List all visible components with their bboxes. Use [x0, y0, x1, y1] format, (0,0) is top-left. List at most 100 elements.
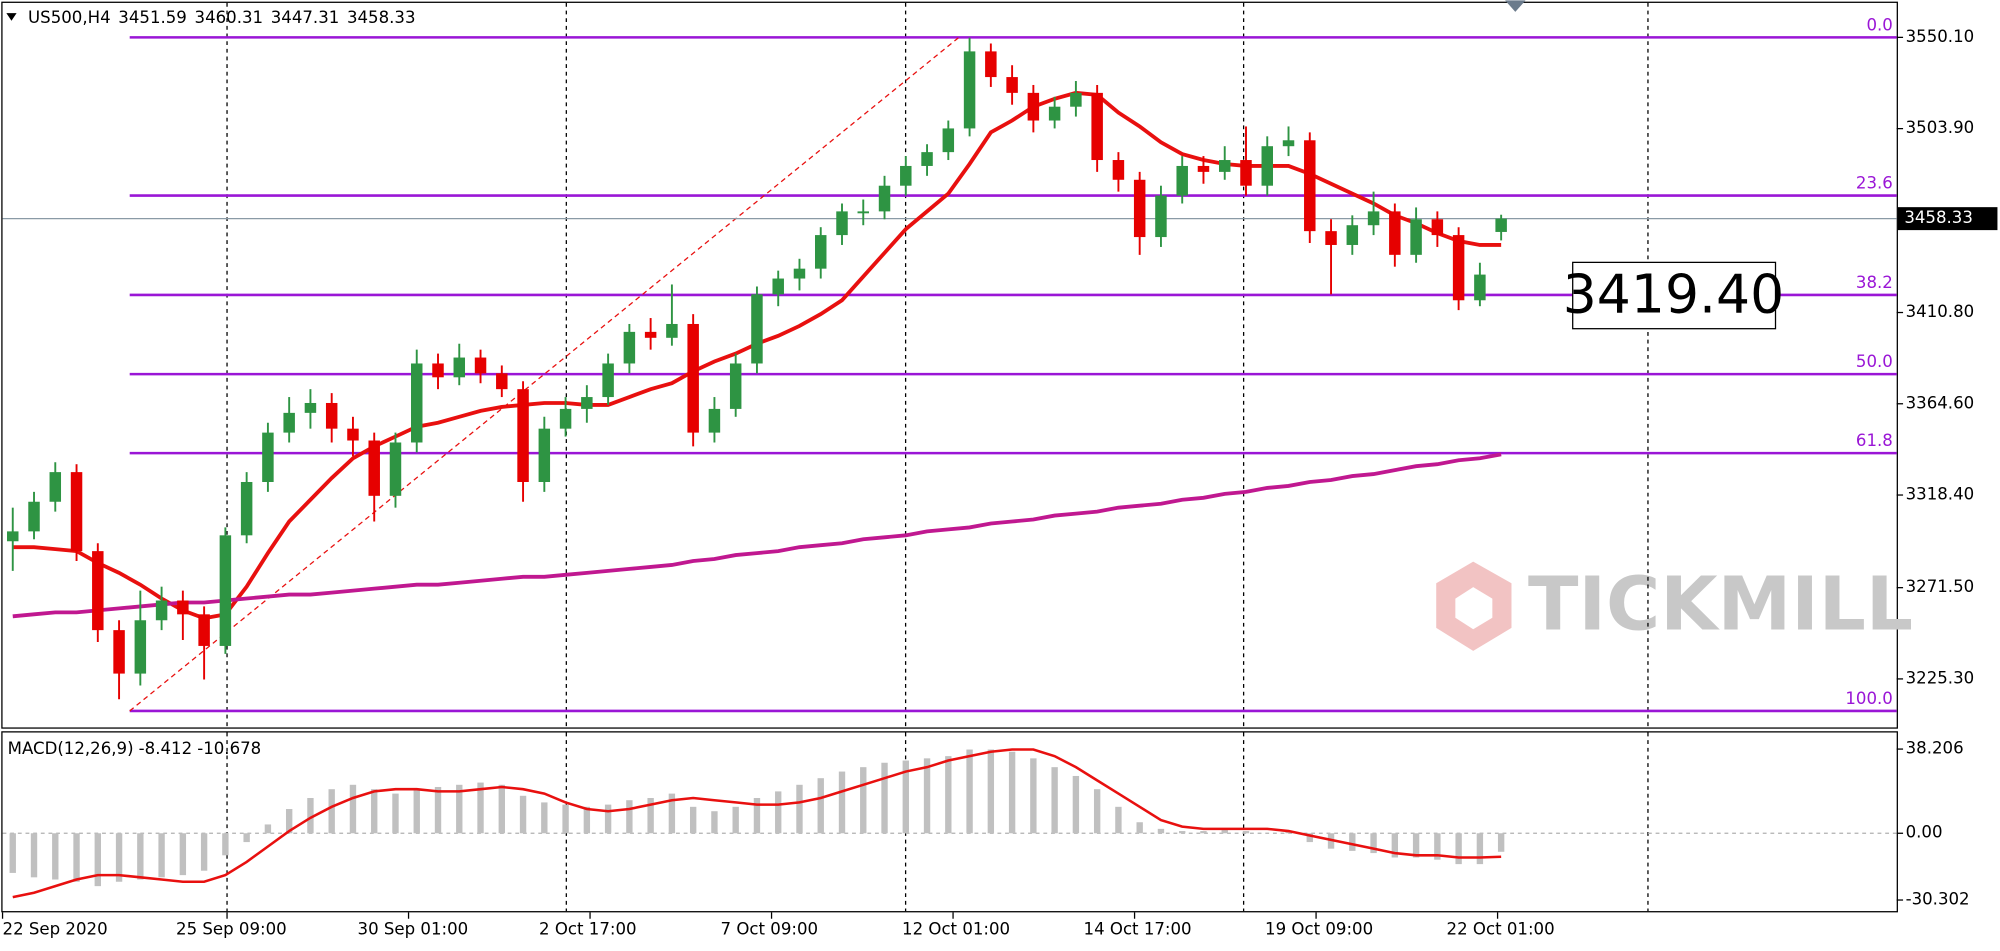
ohlc-value: 3460.31: [195, 8, 264, 27]
macd-bar: [434, 786, 442, 834]
macd-bar: [1200, 831, 1207, 834]
macd-signal: [12, 748, 1502, 899]
macd-bar: [881, 762, 888, 834]
fib-label: 50.0: [1856, 352, 1893, 371]
x-tick-label: 7 Oct 09:00: [721, 920, 819, 939]
macd-bar: [1242, 831, 1250, 834]
candle-body: [432, 363, 444, 378]
macd-title: MACD(12,26,9): [8, 739, 134, 758]
candle-body: [1346, 225, 1359, 245]
macd-bar: [413, 789, 420, 834]
candle-body: [708, 408, 721, 433]
watermark-logo-inner: [1455, 587, 1493, 630]
macd-bar: [30, 833, 38, 878]
y-tick-label: 3225.30: [1906, 668, 1975, 687]
fib-label: 61.8: [1856, 431, 1893, 450]
candle-body: [1006, 77, 1018, 93]
macd-bar: [94, 833, 101, 887]
candle-body: [496, 373, 508, 390]
candle-body: [474, 357, 487, 374]
macd-bar: [1455, 833, 1462, 865]
macd-bar: [1030, 758, 1037, 834]
candle-body: [751, 294, 763, 364]
candle-body: [453, 357, 466, 378]
candle-body: [815, 235, 827, 269]
macd-bar: [1072, 775, 1080, 834]
annotation-box: [1572, 261, 1777, 330]
macd-bar: [668, 793, 676, 834]
macd-bar: [541, 802, 548, 834]
macd-bar: [753, 798, 761, 834]
candle-body: [347, 428, 359, 441]
candle-body: [985, 51, 997, 78]
candle-body: [1452, 235, 1465, 301]
candle-body: [1070, 92, 1082, 107]
macd-bar: [179, 833, 187, 876]
candle-body: [49, 472, 62, 502]
macd-bar: [1412, 833, 1420, 858]
candle-body: [1218, 160, 1231, 172]
macd-bar: [647, 798, 654, 834]
candle-body: [1155, 195, 1167, 238]
macd-bar: [328, 789, 335, 834]
moving-average: [12, 452, 1502, 619]
x-tick-label: 25 Sep 09:00: [176, 920, 287, 939]
macd-bar: [519, 795, 527, 834]
candle-body: [1133, 179, 1146, 238]
candle-body: [1431, 219, 1444, 236]
candle-body: [262, 432, 274, 482]
candle-body: [729, 363, 742, 409]
y2-tick-label: -30.302: [1906, 890, 1970, 909]
macd-bar: [1434, 833, 1441, 860]
candle-body: [177, 600, 189, 615]
macd-bar: [498, 784, 505, 834]
candle-body: [1112, 160, 1125, 180]
macd-bar: [1179, 831, 1186, 834]
candle-body: [1261, 146, 1273, 186]
candle-body: [1048, 106, 1061, 121]
macd-bar: [817, 778, 824, 834]
macd-frame: [1, 731, 1898, 913]
candle-body: [1367, 211, 1380, 226]
macd-bar: [1008, 751, 1016, 834]
candle-body: [219, 535, 232, 646]
macd-bar: [1476, 833, 1484, 865]
candle-body: [198, 614, 210, 646]
macd-bar: [689, 806, 697, 834]
macd-bar: [477, 782, 484, 834]
candle-body: [113, 630, 125, 674]
x-tick-label: 19 Oct 09:00: [1265, 920, 1373, 939]
macd-bar: [1391, 833, 1399, 858]
candle-body: [1176, 165, 1188, 196]
ohlc-value: 3451.59: [118, 8, 187, 27]
macd-bar: [9, 833, 16, 873]
macd-bar: [307, 798, 314, 834]
macd-bar: [604, 804, 612, 834]
macd-bar: [838, 771, 846, 834]
ohlc-value: 3458.33: [347, 8, 416, 27]
main-frame: [1, 1, 1898, 729]
macd-bar: [1306, 833, 1313, 843]
y-tick-label: 3318.40: [1906, 485, 1975, 504]
fib-label: 100.0: [1845, 689, 1892, 708]
macd-value: -8.412: [139, 739, 192, 758]
candle-body: [134, 620, 147, 674]
candle-body: [155, 600, 168, 621]
price-box: [1897, 207, 1998, 231]
annotation-label: 3419.40: [1563, 263, 1785, 326]
x-tick-label: 30 Sep 01:00: [358, 920, 469, 939]
macd-bar: [137, 833, 144, 880]
candle-body: [623, 331, 636, 364]
watermark-text: TICKMILL: [1528, 561, 1913, 647]
macd-bar: [987, 749, 995, 834]
macd-bar: [583, 806, 591, 834]
candle-body: [28, 501, 40, 532]
macd-bar: [243, 833, 250, 843]
macd-bar: [902, 760, 909, 834]
candle-body: [1304, 140, 1316, 232]
candle-body: [963, 51, 976, 129]
macd-bar: [115, 833, 123, 882]
